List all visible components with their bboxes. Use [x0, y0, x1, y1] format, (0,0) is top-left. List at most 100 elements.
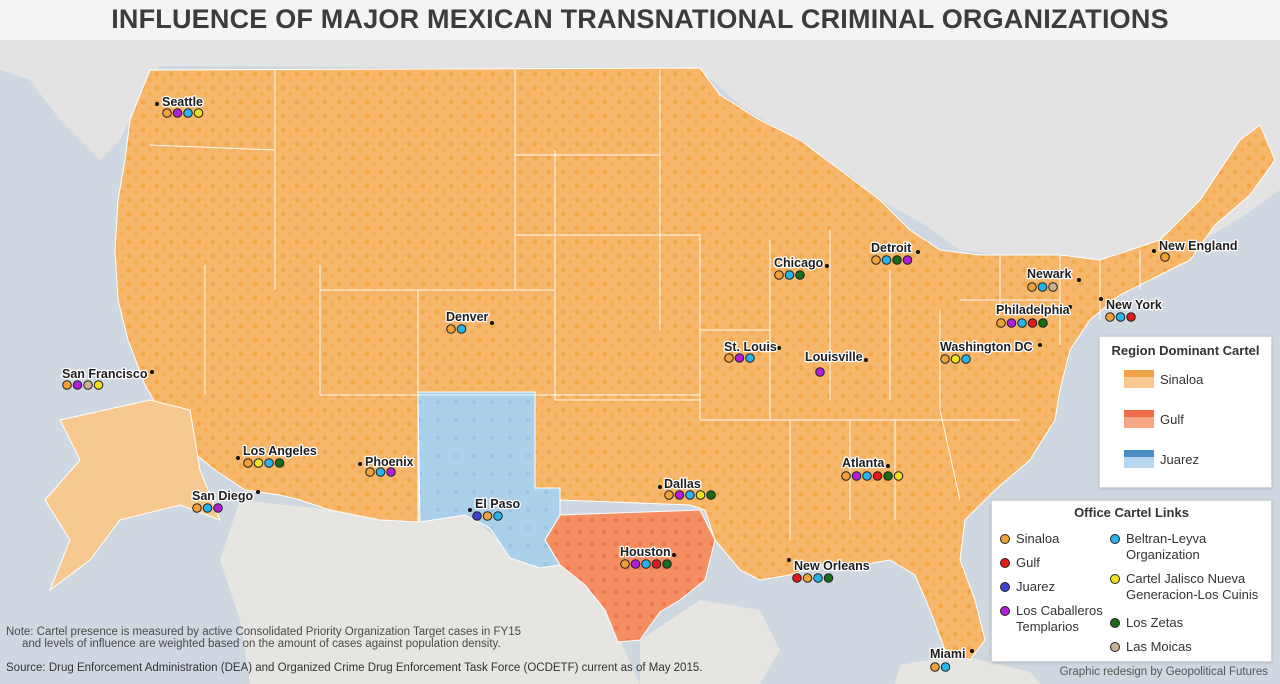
sinaloa-link-dot-icon	[482, 511, 493, 521]
city-label: Atlanta	[842, 456, 885, 470]
city-label: Seattle	[162, 95, 203, 109]
region-legend: Region Dominant Cartel Sinaloa Gulf Juar…	[1099, 336, 1272, 488]
mexico-land-east	[640, 600, 780, 684]
sinaloa-link-dot-icon	[620, 559, 630, 569]
city-point-icon	[864, 358, 868, 362]
city-philadelphia: Philadelphia	[995, 302, 1072, 328]
mexico-land	[220, 500, 640, 684]
sinaloa-link-dot-icon	[192, 503, 202, 513]
gulf-dot-icon	[1000, 558, 1010, 568]
city-new-york: New York	[1099, 297, 1163, 322]
city-markers: Seattle San Francisco Los Angeles San Diego…	[61, 94, 1239, 672]
moicas-link-dot-icon	[83, 380, 93, 390]
beltran-link-dot-icon	[183, 108, 193, 118]
cjng-dot-icon	[1110, 574, 1120, 584]
city-point-icon	[155, 102, 159, 106]
sinaloa-link-dot-icon	[1160, 252, 1170, 262]
caballeros-link-dot-icon	[630, 559, 641, 569]
caballeros-link-dot-icon	[386, 467, 396, 477]
city-chicago: Chicago	[773, 255, 829, 280]
beltran-link-dot-icon	[862, 471, 872, 481]
alaska	[44, 399, 221, 592]
beltran-link-dot-icon	[202, 503, 213, 513]
caballeros-dot-icon	[1000, 606, 1010, 616]
caballeros-link-dot-icon	[213, 503, 223, 513]
link-item-gulf: Gulf	[1000, 555, 1040, 571]
juarez-link-dot-icon	[472, 511, 482, 521]
caballeros-link-dot-icon	[734, 353, 745, 363]
city-label: Louisville	[805, 350, 863, 364]
city-label: New York	[1106, 298, 1162, 312]
note-line-1: Note: Cartel presence is measured by act…	[6, 626, 521, 638]
beltran-link-dot-icon	[1037, 282, 1048, 292]
caballeros-link-dot-icon	[851, 471, 862, 481]
city-label: Philadelphia	[996, 303, 1071, 317]
city-label: New England	[1159, 239, 1237, 253]
gulf-link-dot-icon	[872, 471, 883, 481]
gulf-swatch	[1124, 410, 1154, 428]
sinaloa-link-dot-icon	[243, 458, 253, 468]
cjng-link-dot-icon	[893, 471, 904, 481]
sinaloa-link-dot-icon	[62, 380, 72, 390]
juarez-dot-icon	[1000, 582, 1010, 592]
city-point-icon	[256, 490, 260, 494]
sinaloa-link-dot-icon	[446, 324, 456, 334]
credit-text: Graphic redesign by Geopolitical Futures	[1059, 666, 1268, 678]
zetas-link-dot-icon	[892, 255, 902, 265]
gulf-link-dot-icon	[1027, 318, 1038, 328]
city-point-icon	[236, 456, 240, 460]
city-phoenix: Phoenix	[358, 454, 415, 477]
canada-land	[0, 40, 1280, 260]
city-label: Dallas	[664, 477, 701, 491]
city-point-icon	[468, 508, 472, 512]
city-point-icon	[658, 485, 662, 489]
city-el-paso: El Paso	[468, 496, 522, 521]
links-legend-title: Office Cartel Links	[1074, 505, 1189, 520]
link-item-caballeros: Los Caballeros Templarios	[1000, 603, 1110, 635]
city-point-icon	[1038, 343, 1042, 347]
city-label: Houston	[620, 545, 671, 559]
caballeros-link-dot-icon	[172, 108, 183, 118]
beltran-link-dot-icon	[1017, 318, 1027, 328]
city-detroit: Detroit	[870, 240, 920, 265]
link-item-moicas: Las Moicas	[1110, 639, 1192, 655]
title-bar: INFLUENCE OF MAJOR MEXICAN TRANSNATIONAL…	[0, 0, 1280, 40]
city-label: Miami	[930, 647, 965, 661]
city-atlanta: Atlanta	[841, 455, 904, 481]
city-point-icon	[358, 462, 362, 466]
city-new-england: New England	[1152, 238, 1239, 262]
city-point-icon	[490, 321, 494, 325]
region-legend-title: Region Dominant Cartel	[1111, 343, 1260, 358]
city-point-icon	[970, 649, 974, 653]
cjng-link-dot-icon	[253, 458, 264, 468]
gulf-link-dot-icon	[792, 573, 802, 583]
link-item-cjng: Cartel Jalisco Nueva Generacion-Los Cuin…	[1110, 571, 1268, 603]
city-san-diego: San Diego	[191, 488, 260, 513]
sinaloa-link-dot-icon	[365, 467, 375, 477]
caballeros-link-dot-icon	[72, 380, 83, 390]
city-label: Los Angeles	[243, 444, 317, 458]
city-label: San Francisco	[62, 367, 148, 381]
city-louisville: Louisville	[804, 349, 868, 377]
city-miami: Miami	[929, 646, 974, 672]
juarez-region-label: Juarez	[1160, 452, 1200, 467]
note-line-2: and levels of influence are weighted bas…	[22, 638, 501, 650]
caballeros-link-dot-icon	[902, 255, 913, 265]
juarez-swatch	[1124, 450, 1154, 468]
source-text: Source: Drug Enforcement Administration …	[6, 662, 703, 674]
gulf-region-label: Gulf	[1160, 412, 1184, 427]
link-item-beltran: Beltran-Leyva Organization	[1110, 531, 1260, 563]
zetas-dot-icon	[1110, 618, 1120, 628]
sinaloa-link-dot-icon	[940, 354, 950, 364]
zetas-link-dot-icon	[823, 573, 834, 583]
sinaloa-link-dot-icon	[724, 353, 734, 363]
city-point-icon	[150, 370, 154, 374]
beltran-link-dot-icon	[456, 324, 467, 334]
caballeros-link-dot-icon	[815, 367, 825, 377]
map-title: INFLUENCE OF MAJOR MEXICAN TRANSNATIONAL…	[111, 4, 1169, 34]
city-houston: Houston	[619, 544, 676, 569]
beltran-link-dot-icon	[641, 559, 651, 569]
city-point-icon	[886, 464, 890, 468]
moicas-dot-icon	[1110, 642, 1120, 652]
beltran-link-dot-icon	[264, 458, 274, 468]
